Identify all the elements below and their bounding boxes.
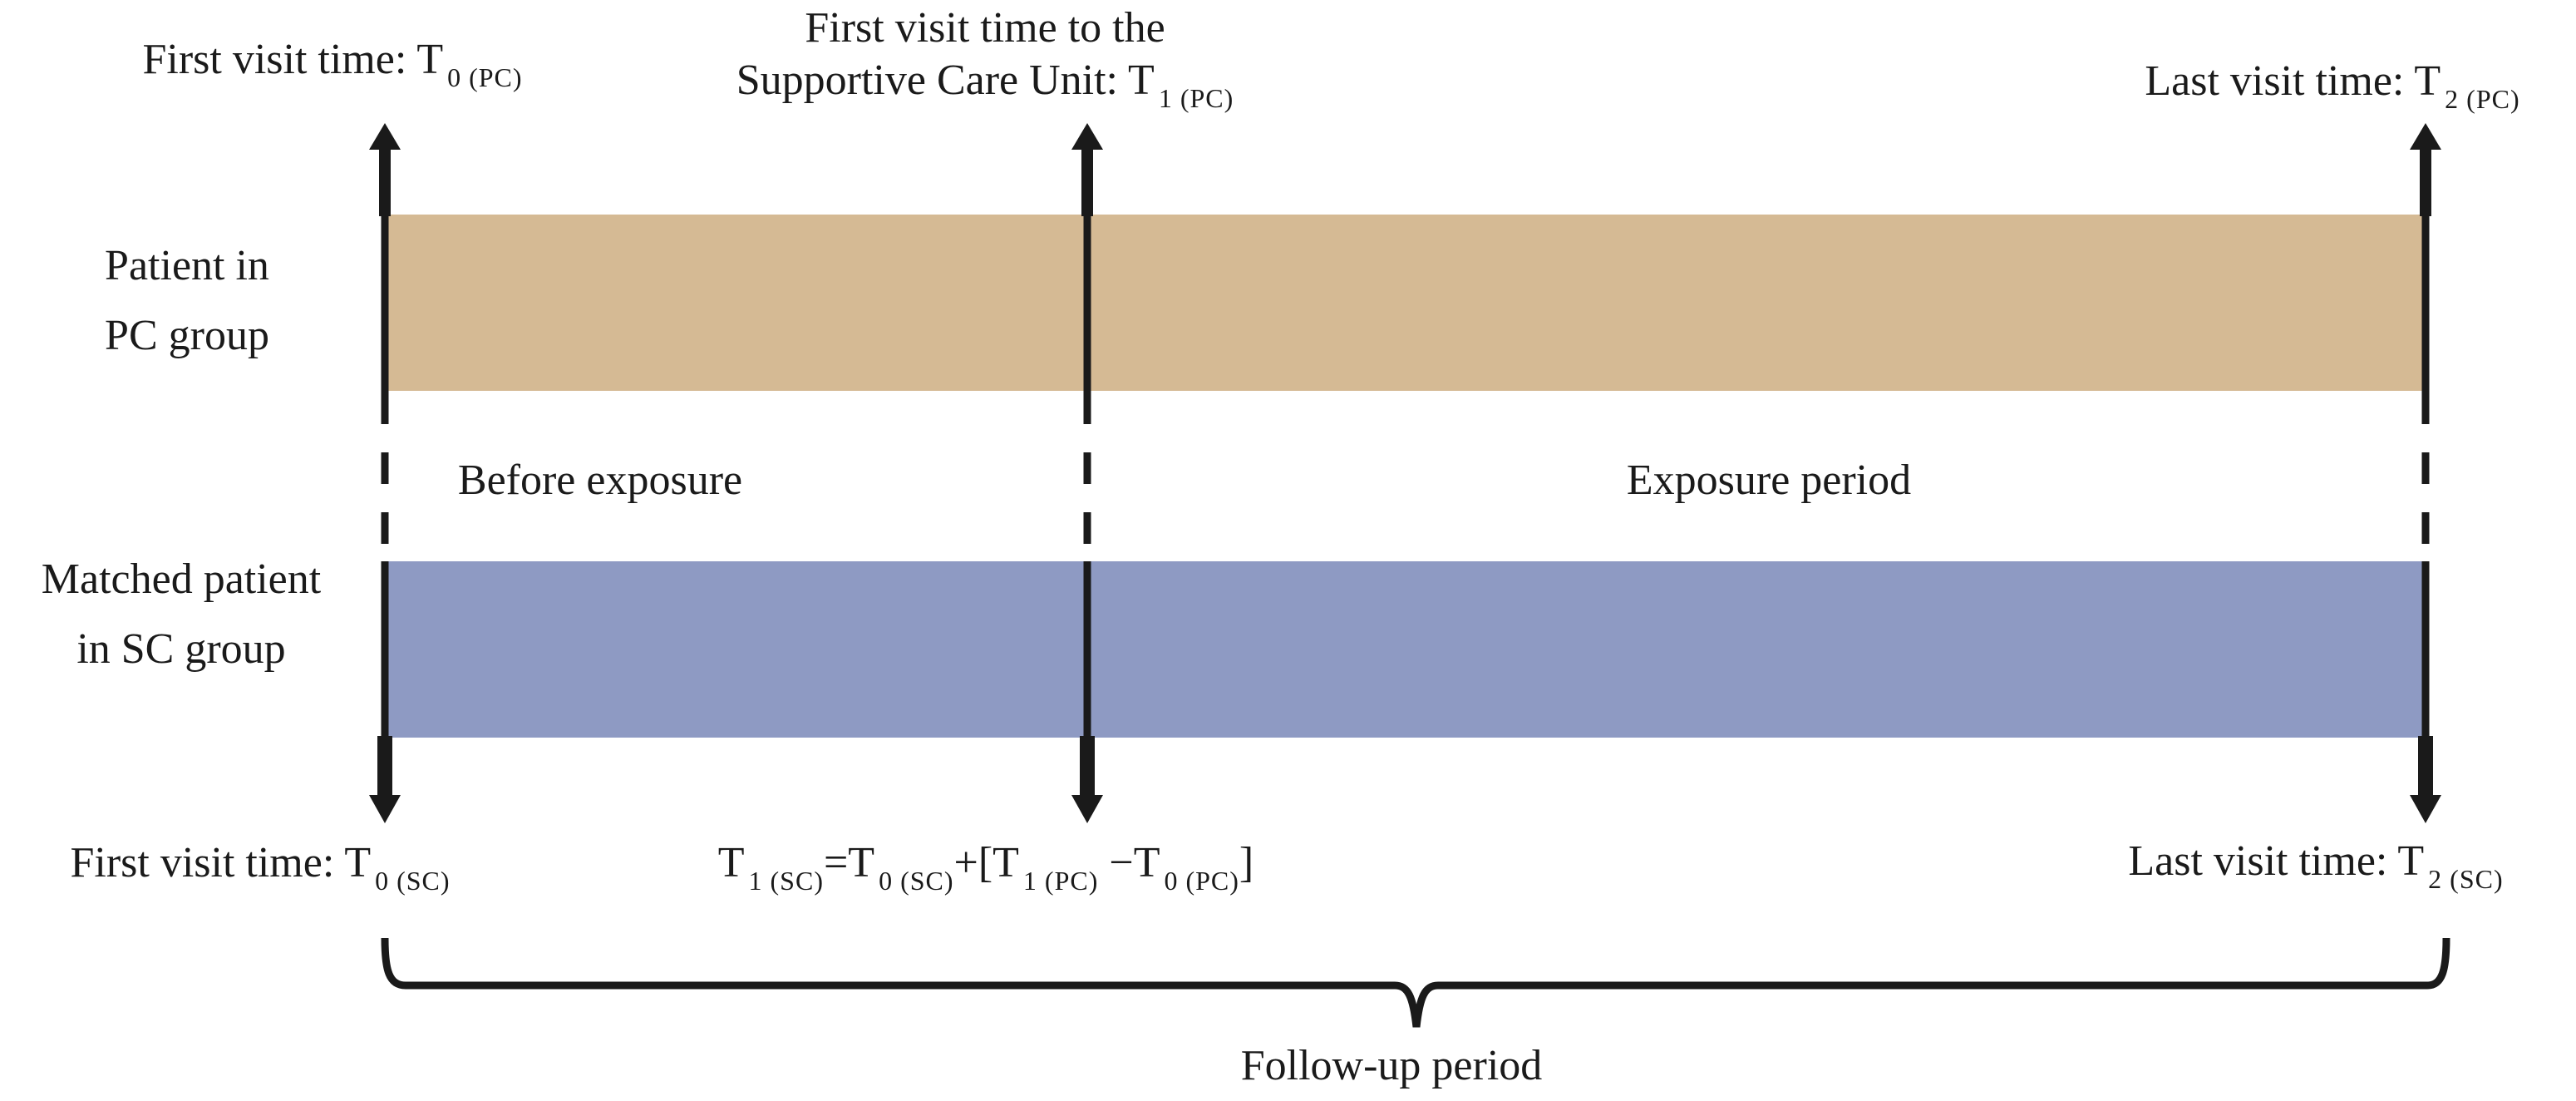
label-text: Matched patient bbox=[41, 555, 322, 603]
formula-part-text: ] bbox=[1239, 839, 1254, 886]
label-text: PC group bbox=[105, 312, 269, 360]
label-text: in SC group bbox=[76, 625, 286, 674]
formula-part-sub: 1 (PC) bbox=[1022, 866, 1099, 896]
up-arrow-shaft bbox=[2420, 145, 2431, 216]
brace-path bbox=[381, 937, 2450, 1028]
line-through-sc-bar bbox=[2421, 561, 2430, 738]
label-text: Patient in bbox=[105, 242, 269, 289]
label-text: Last visit time: T bbox=[2128, 837, 2425, 885]
line-through-pc-bar bbox=[1083, 215, 1091, 393]
marker-t2 bbox=[2409, 123, 2442, 823]
label-text: First visit time: T bbox=[70, 839, 372, 886]
formula-part-text: −T bbox=[1098, 839, 1160, 886]
down-arrowhead-icon bbox=[369, 795, 401, 823]
label-text: First visit time: T bbox=[142, 36, 444, 83]
down-arrow-shaft bbox=[2418, 736, 2433, 797]
label-text: Last visit time: T bbox=[2145, 57, 2441, 105]
formula-part-text: T bbox=[717, 839, 745, 886]
formula-part-sub: 1 (SC) bbox=[748, 866, 824, 896]
line-through-sc-bar bbox=[381, 561, 389, 738]
dashed-line bbox=[1083, 393, 1091, 561]
label-subscript: 0 (PC) bbox=[447, 62, 523, 92]
label-text: First visit time to the bbox=[805, 4, 1165, 52]
label-exposure-period: Exposure period bbox=[1627, 454, 1911, 506]
line-through-pc-bar bbox=[381, 215, 389, 393]
dashed-line bbox=[381, 393, 389, 561]
formula-part-text: +[T bbox=[953, 839, 1019, 886]
label-text: Before exposure bbox=[457, 457, 743, 504]
dashed-line bbox=[2421, 393, 2430, 561]
label-text: Follow-up period bbox=[1240, 1042, 1543, 1089]
formula-part-sub: 0 (PC) bbox=[1164, 866, 1239, 896]
marker-t1 bbox=[1071, 123, 1104, 823]
pc-group-bar bbox=[385, 215, 2426, 391]
formula-part-text: =T bbox=[823, 839, 875, 886]
row-label-pc-group: Patient in PC group bbox=[105, 231, 269, 371]
up-arrow-shaft bbox=[379, 145, 391, 216]
up-arrow-shaft bbox=[1081, 145, 1093, 216]
label-text: Exposure period bbox=[1626, 457, 1912, 504]
down-arrowhead-icon bbox=[1071, 795, 1103, 823]
label-first-visit-scu: First visit time to the Supportive Care … bbox=[736, 2, 1234, 115]
line-through-sc-bar bbox=[1083, 561, 1091, 738]
label-subscript: 2 (SC) bbox=[2428, 864, 2504, 894]
label-subscript: 1 (PC) bbox=[1158, 83, 1234, 114]
down-arrowhead-icon bbox=[2410, 795, 2441, 823]
followup-brace bbox=[381, 937, 2450, 1028]
label-before-exposure: Before exposure bbox=[458, 454, 742, 506]
marker-t0 bbox=[368, 123, 401, 823]
label-subscript: 2 (PC) bbox=[2445, 84, 2520, 114]
label-followup-period: Follow-up period bbox=[1241, 1039, 1543, 1092]
line-through-pc-bar bbox=[2421, 215, 2430, 393]
down-arrow-shaft bbox=[377, 736, 392, 797]
sc-group-bar bbox=[385, 561, 2426, 738]
row-label-sc-group: Matched patient in SC group bbox=[42, 545, 321, 684]
formula-part-sub: 0 (SC) bbox=[879, 866, 954, 896]
label-subscript: 0 (SC) bbox=[375, 866, 451, 896]
down-arrow-shaft bbox=[1080, 736, 1095, 797]
label-text: Supportive Care Unit: T bbox=[736, 57, 1155, 105]
